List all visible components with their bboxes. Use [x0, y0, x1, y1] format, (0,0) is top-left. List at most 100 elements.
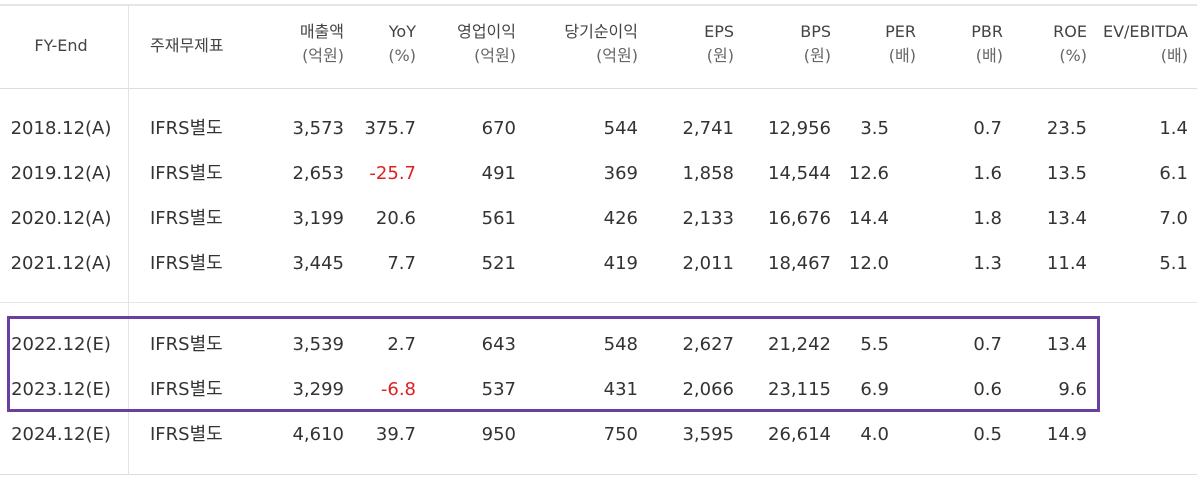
cell-sales: 3,299 — [292, 379, 344, 400]
cell-yoy: 39.7 — [375, 424, 416, 445]
cell-op: 950 — [481, 424, 516, 445]
cell-basis: IFRS별도 — [150, 379, 223, 400]
column-header-net: 당기순이익 (억원) — [528, 20, 638, 68]
header-bottom-rule — [0, 88, 1197, 89]
cell-roe: 13.5 — [1046, 163, 1087, 184]
cell-per: 6.9 — [860, 379, 889, 400]
cell-basis: IFRS별도 — [150, 118, 223, 139]
cell-fy: 2023.12(E) — [11, 379, 111, 400]
estimate-highlight-box — [7, 316, 1100, 412]
cell-fy: 2019.12(A) — [10, 163, 112, 184]
cell-fy: 2022.12(E) — [11, 334, 111, 355]
table-row: 2020.12(A) IFRS별도 3,199 20.6 561 426 2,133 16,6… — [0, 204, 1197, 234]
cell-net: 426 — [603, 208, 638, 229]
cell-roe: 9.6 — [1058, 379, 1087, 400]
table-bottom-rule — [0, 474, 1197, 475]
cell-basis: IFRS별도 — [150, 163, 223, 184]
table-row: 2021.12(A) IFRS별도 3,445 7.7 521 419 2,011 18,46… — [0, 249, 1197, 279]
cell-pbr: 1.6 — [973, 163, 1002, 184]
cell-pbr: 1.3 — [973, 253, 1002, 274]
cell-net: 544 — [603, 118, 638, 139]
cell-pbr: 0.5 — [973, 424, 1002, 445]
cell-op: 643 — [481, 334, 516, 355]
table-row: 2019.12(A) IFRS별도 2,653 -25.7 491 369 1,858 14,… — [0, 159, 1197, 189]
cell-per: 5.5 — [860, 334, 889, 355]
cell-roe: 13.4 — [1046, 334, 1087, 355]
cell-bps: 14,544 — [768, 163, 831, 184]
cell-bps: 26,614 — [768, 424, 831, 445]
cell-eps: 3,595 — [682, 424, 734, 445]
cell-fy: 2018.12(A) — [10, 118, 112, 139]
cell-basis: IFRS별도 — [150, 334, 223, 355]
cell-ev: 7.0 — [1159, 208, 1188, 229]
column-header-label: 매출액 — [299, 22, 344, 41]
cell-op: 537 — [481, 379, 516, 400]
column-header-unit: (억원) — [474, 46, 516, 65]
column-header-unit: (배) — [888, 46, 916, 65]
cell-bps: 12,956 — [768, 118, 831, 139]
column-header-basis: 주재무제표 — [150, 34, 260, 58]
column-header-label: 주재무제표 — [150, 36, 224, 55]
cell-sales: 3,539 — [292, 334, 344, 355]
table-row: 2024.12(E) IFRS별도 4,610 39.7 950 750 3,595 26,6… — [0, 420, 1197, 450]
column-header-label: BPS — [800, 22, 831, 41]
cell-basis: IFRS별도 — [150, 208, 223, 229]
cell-ev: 6.1 — [1159, 163, 1188, 184]
column-header-unit: (%) — [1059, 46, 1087, 65]
cell-yoy: -6.8 — [380, 379, 416, 400]
cell-fy: 2024.12(E) — [11, 424, 111, 445]
cell-eps: 2,011 — [682, 253, 734, 274]
column-header-per: PER (배) — [856, 20, 916, 68]
column-header-unit: (원) — [803, 46, 831, 65]
column-header-pbr: PBR (배) — [943, 20, 1003, 68]
cell-op: 561 — [481, 208, 516, 229]
cell-fy: 2021.12(A) — [10, 253, 112, 274]
cell-bps: 18,467 — [768, 253, 831, 274]
cell-sales: 4,610 — [292, 424, 344, 445]
cell-pbr: 1.8 — [973, 208, 1002, 229]
cell-per: 4.0 — [860, 424, 889, 445]
cell-eps: 2,627 — [682, 334, 734, 355]
column-header-unit: (억원) — [302, 46, 344, 65]
column-header-yoy: YoY (%) — [346, 20, 416, 68]
cell-fy: 2020.12(A) — [10, 208, 112, 229]
column-header-op: 영업이익 (억원) — [426, 20, 516, 68]
cell-sales: 3,199 — [292, 208, 344, 229]
cell-bps: 16,676 — [768, 208, 831, 229]
column-header-ev: EV/EBITDA (배) — [1078, 20, 1188, 68]
cell-op: 670 — [481, 118, 516, 139]
cell-yoy: 375.7 — [364, 118, 416, 139]
cell-roe: 23.5 — [1046, 118, 1087, 139]
cell-pbr: 0.7 — [973, 334, 1002, 355]
table-row: 2023.12(E) IFRS별도 3,299 -6.8 537 431 2,066 23,1… — [0, 375, 1197, 405]
cell-eps: 1,858 — [682, 163, 734, 184]
cell-eps: 2,133 — [682, 208, 734, 229]
actual-estimate-separator — [0, 302, 1197, 303]
cell-yoy: 20.6 — [375, 208, 416, 229]
cell-per: 3.5 — [860, 118, 889, 139]
cell-yoy: 2.7 — [387, 334, 416, 355]
cell-bps: 21,242 — [768, 334, 831, 355]
column-header-unit: (배) — [1160, 46, 1188, 65]
column-header-unit: (배) — [975, 46, 1003, 65]
cell-net: 369 — [603, 163, 638, 184]
cell-roe: 13.4 — [1046, 208, 1087, 229]
cell-pbr: 0.6 — [973, 379, 1002, 400]
cell-eps: 2,066 — [682, 379, 734, 400]
cell-net: 419 — [603, 253, 638, 274]
cell-sales: 2,653 — [292, 163, 344, 184]
column-divider — [128, 5, 129, 475]
column-header-label: FY-End — [34, 36, 88, 55]
column-header-label: 당기순이익 — [564, 22, 638, 41]
cell-op: 491 — [481, 163, 516, 184]
table-row: 2018.12(A) IFRS별도 3,573 375.7 670 544 2,741 12,… — [0, 114, 1197, 144]
column-header-unit: (억원) — [596, 46, 638, 65]
column-header-bps: BPS (원) — [751, 20, 831, 68]
cell-basis: IFRS별도 — [150, 253, 223, 274]
column-header-roe: ROE (%) — [1027, 20, 1087, 68]
cell-per: 12.0 — [848, 253, 889, 274]
cell-basis: IFRS별도 — [150, 424, 223, 445]
cell-eps: 2,741 — [682, 118, 734, 139]
column-header-label: YoY — [388, 22, 416, 41]
table-row: 2022.12(E) IFRS별도 3,539 2.7 643 548 2,627 21,24… — [0, 330, 1197, 360]
